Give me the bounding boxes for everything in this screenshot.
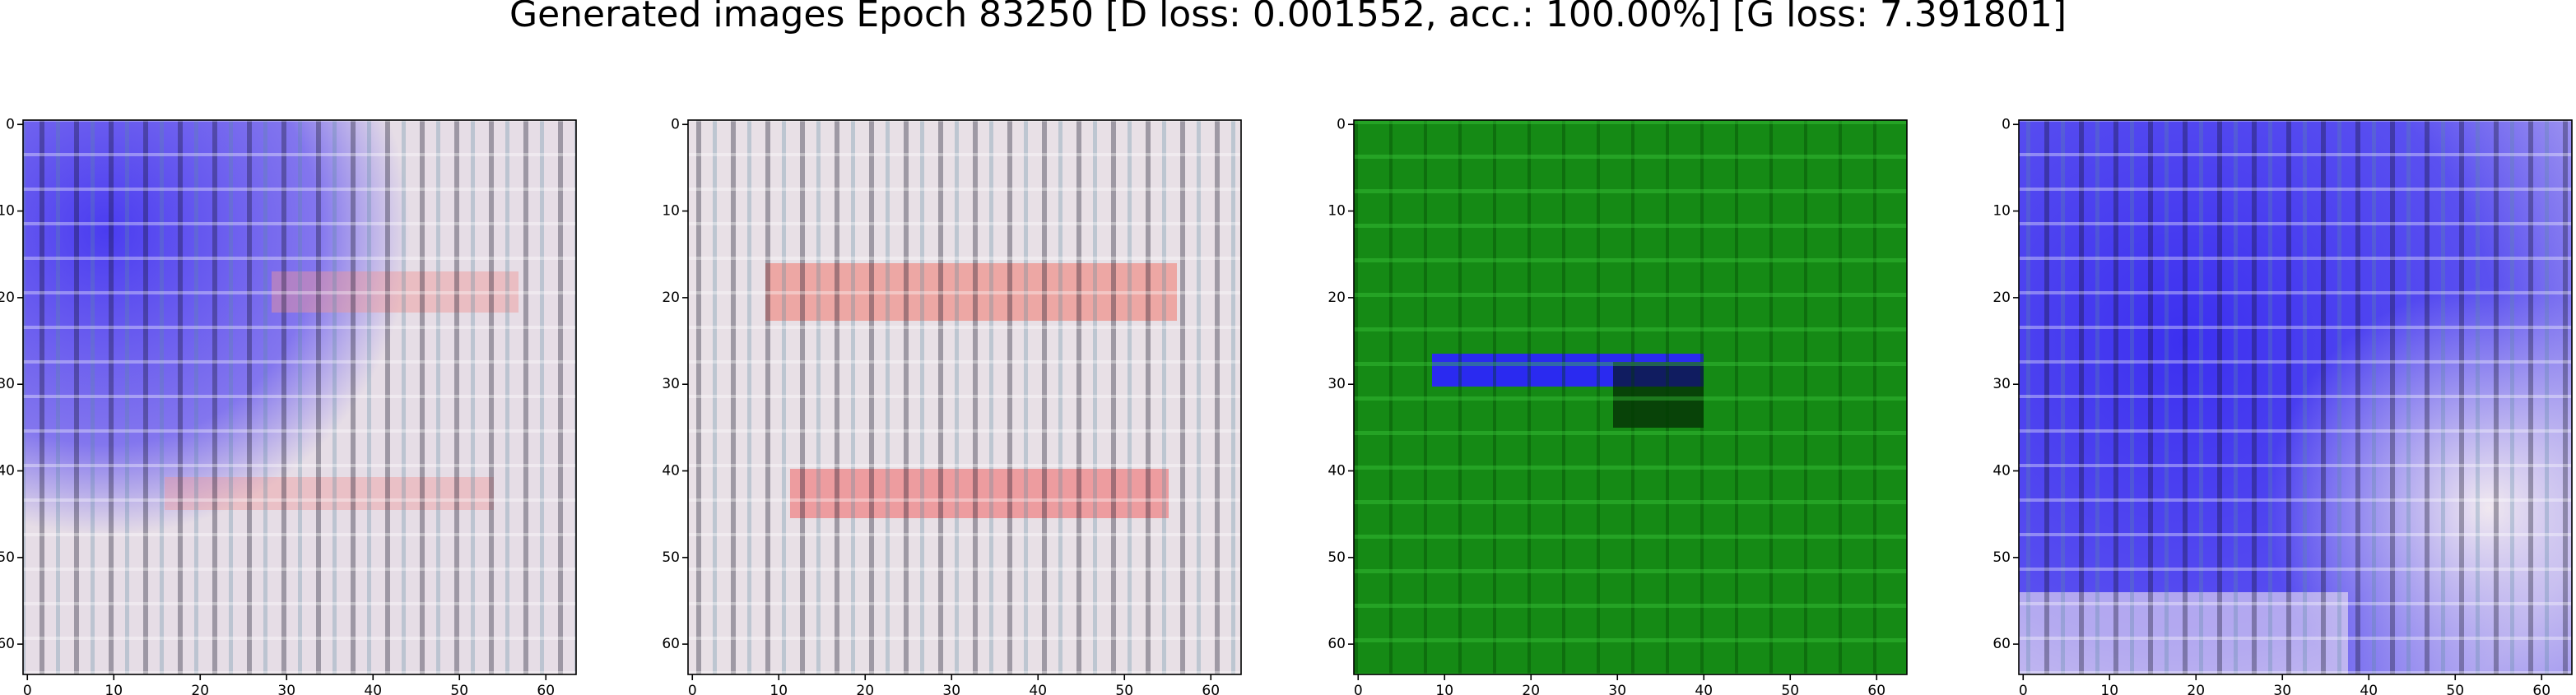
y-tick-label: 50 <box>1328 549 1346 566</box>
y-tick-label: 40 <box>0 463 15 480</box>
y-tick-label: 10 <box>662 203 680 220</box>
y-tick-label: 50 <box>662 549 680 566</box>
axes-frame <box>1353 119 1908 675</box>
image-0 <box>23 120 576 674</box>
x-tick-label: 40 <box>1029 683 1047 695</box>
y-tick-label: 60 <box>0 636 15 652</box>
y-tick-label: 20 <box>0 290 15 306</box>
x-tick-label: 0 <box>2019 683 2028 695</box>
x-tick-label: 50 <box>2446 683 2464 695</box>
y-tick-label: 60 <box>662 636 680 652</box>
axes-frame <box>22 119 577 675</box>
axes-frame <box>2018 119 2573 675</box>
x-tick-label: 10 <box>770 683 788 695</box>
y-tick-label: 60 <box>1992 636 2011 652</box>
x-tick-label: 50 <box>1115 683 1133 695</box>
x-tick-label: 50 <box>1781 683 1799 695</box>
y-tick-label: 20 <box>1328 290 1346 306</box>
x-tick-label: 40 <box>364 683 382 695</box>
x-tick-label: 10 <box>1435 683 1453 695</box>
y-tick-label: 20 <box>1992 290 2011 306</box>
y-tick-label: 40 <box>662 463 680 480</box>
y-tick-label: 30 <box>1328 376 1346 392</box>
figure-title: Generated images Epoch 83250 [D loss: 0.… <box>509 0 2067 35</box>
y-tick-label: 40 <box>1328 463 1346 480</box>
x-tick-label: 40 <box>1695 683 1713 695</box>
x-tick-label: 60 <box>1867 683 1886 695</box>
x-tick-label: 30 <box>942 683 960 695</box>
x-tick-label: 0 <box>23 683 32 695</box>
x-tick-label: 20 <box>856 683 874 695</box>
y-tick-label: 10 <box>0 203 15 220</box>
x-tick-label: 50 <box>450 683 468 695</box>
y-tick-label: 30 <box>0 376 15 392</box>
y-tick-label: 40 <box>1992 463 2011 480</box>
x-tick-label: 20 <box>1522 683 1540 695</box>
y-tick-label: 30 <box>662 376 680 392</box>
x-tick-label: 0 <box>1354 683 1363 695</box>
y-tick-label: 0 <box>671 116 680 132</box>
y-tick-label: 0 <box>2002 116 2011 132</box>
image-1 <box>688 120 1241 674</box>
image-3 <box>2019 120 2572 674</box>
x-tick-label: 20 <box>2187 683 2205 695</box>
x-tick-label: 60 <box>2532 683 2550 695</box>
y-tick-label: 60 <box>1328 636 1346 652</box>
x-tick-label: 0 <box>688 683 697 695</box>
x-tick-label: 20 <box>191 683 209 695</box>
x-tick-label: 30 <box>277 683 295 695</box>
y-tick-label: 10 <box>1328 203 1346 220</box>
x-tick-label: 40 <box>2360 683 2378 695</box>
y-tick-label: 0 <box>1337 116 1346 132</box>
x-tick-label: 60 <box>1202 683 1220 695</box>
axes-frame <box>687 119 1242 675</box>
x-tick-label: 60 <box>537 683 555 695</box>
x-tick-label: 10 <box>105 683 123 695</box>
x-tick-label: 30 <box>2273 683 2291 695</box>
x-tick-label: 30 <box>1608 683 1626 695</box>
y-tick-label: 20 <box>662 290 680 306</box>
axes-layer: 0 10 20 30 40 50 60 0 10 20 30 40 50 60 0 10 20 30 40 50 60 0… <box>0 116 2573 695</box>
y-tick-label: 30 <box>1992 376 2011 392</box>
y-tick-label: 0 <box>6 116 15 132</box>
y-tick-label: 50 <box>0 549 15 566</box>
y-tick-label: 50 <box>1992 549 2011 566</box>
x-tick-label: 10 <box>2100 683 2118 695</box>
y-tick-label: 10 <box>1992 203 2011 220</box>
image-2 <box>1354 120 1907 674</box>
